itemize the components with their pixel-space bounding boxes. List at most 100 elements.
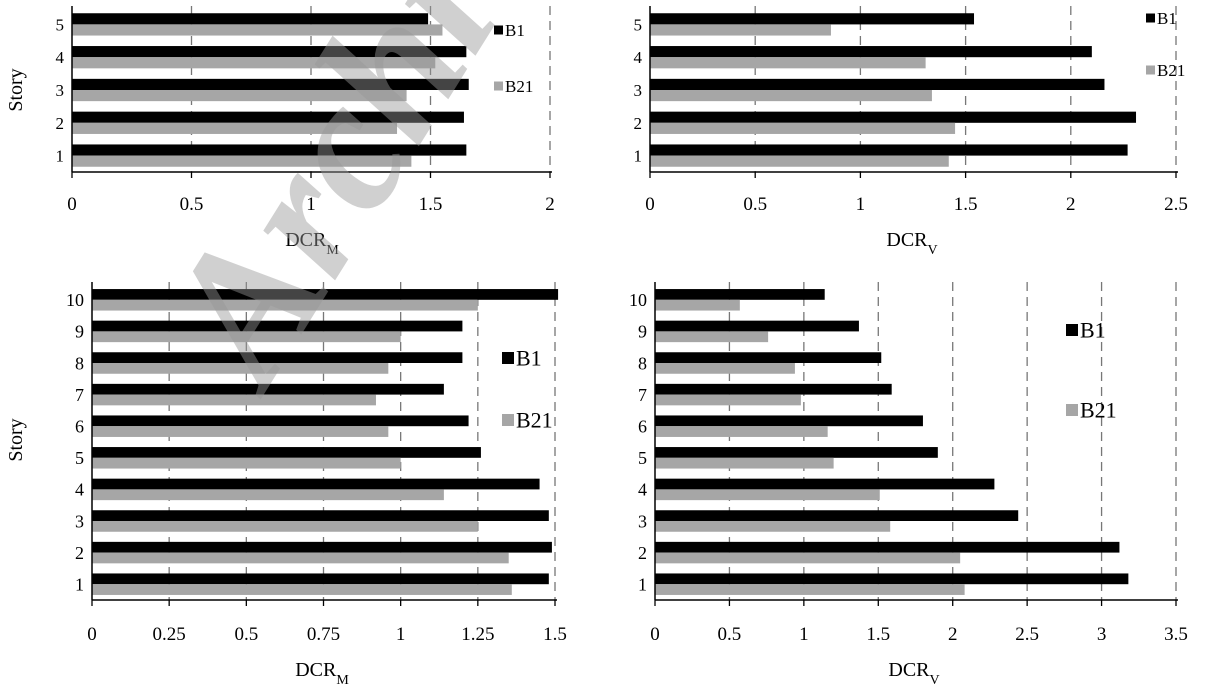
- bar-b21-story-2: [72, 122, 398, 134]
- chart-panel-4: 1 2 3 4 5 6 7 8 9 10 0 0.5 1 1.5 2 2.5 3 3.5 DCRV B1 B21: [629, 282, 1188, 688]
- y-tick-label: 1: [56, 147, 65, 166]
- bar-b1-story-6: [92, 415, 469, 427]
- bar-b1-story-7: [92, 383, 444, 395]
- x-axis-title: DCRV: [886, 229, 937, 258]
- x-axis-title: DCRM: [295, 659, 349, 688]
- bar-b21-story-6: [92, 426, 389, 437]
- x-tick-label: 0.75: [307, 624, 340, 645]
- y-tick-label: 9: [75, 322, 84, 342]
- bar-b21-story-10: [92, 299, 478, 311]
- bar-b21-story-4: [72, 57, 436, 69]
- y-tick-label: 5: [638, 448, 647, 468]
- x-tick-label: 2: [948, 624, 958, 645]
- y-tick-label: 6: [75, 417, 84, 437]
- y-tick-label: 10: [629, 290, 647, 310]
- bar-b21-story-1: [655, 584, 965, 595]
- legend-swatch-b21: [494, 81, 503, 91]
- bar-b1-story-3: [650, 78, 1105, 90]
- legend-label-b1: B1: [1157, 9, 1177, 28]
- x-tick-label: 1.5: [543, 624, 567, 645]
- x-tick-label: 2.5: [1164, 194, 1188, 215]
- x-tick-label: 2.5: [1015, 624, 1039, 645]
- legend-label-b21: B21: [1157, 61, 1185, 80]
- bar-b21-story-1: [72, 155, 412, 167]
- bar-b21-story-3: [650, 90, 932, 102]
- y-axis-title: Story: [5, 68, 27, 111]
- x-tick-label: 2: [1066, 194, 1076, 215]
- legend-swatch-b21: [1146, 65, 1155, 75]
- chart-panel-3: 1 2 3 4 5 6 7 8 9 10 0 0.25 0.5 0.75 1 1.25 1.5 DCRM Story…: [5, 282, 567, 688]
- x-tick-label: 1: [856, 194, 866, 215]
- legend-label-b21: B21: [516, 408, 553, 433]
- x-tick-label: 2: [545, 194, 555, 215]
- bar-b1-story-3: [72, 78, 469, 90]
- bar-b1-story-5: [92, 447, 481, 458]
- y-tick-label: 2: [638, 543, 647, 563]
- x-tick-label: 3.5: [1164, 624, 1188, 645]
- bar-b1-story-4: [92, 478, 540, 490]
- bar-b1-story-2: [72, 111, 464, 123]
- y-tick-label: 6: [638, 417, 647, 437]
- y-tick-label: 3: [638, 511, 647, 531]
- bar-b21-story-8: [655, 363, 795, 374]
- bar-b21-story-2: [92, 552, 509, 564]
- x-axis-title: DCRM: [285, 229, 339, 258]
- bar-b1-story-2: [655, 541, 1120, 553]
- x-tick-label: 0: [67, 194, 77, 215]
- bar-b1-story-4: [655, 478, 995, 490]
- bar-b1-story-4: [650, 46, 1092, 58]
- bar-b21-story-3: [92, 521, 478, 532]
- bar-b21-story-9: [92, 331, 401, 343]
- bar-b1-story-2: [92, 541, 552, 553]
- x-tick-label: 0.5: [180, 194, 204, 215]
- bar-b21-story-9: [655, 331, 769, 343]
- y-tick-label: 5: [634, 15, 643, 34]
- bar-b1-story-8: [655, 352, 882, 363]
- y-tick-label: 8: [75, 353, 84, 373]
- bar-b1-story-9: [92, 320, 463, 332]
- bar-b21-story-5: [655, 457, 834, 469]
- x-tick-label: 1.25: [461, 624, 494, 645]
- y-tick-label: 4: [634, 48, 643, 67]
- y-tick-label: 1: [634, 147, 643, 166]
- legend-swatch-b1: [502, 352, 514, 364]
- y-tick-label: 3: [75, 511, 84, 531]
- x-tick-label: 1.5: [419, 194, 443, 215]
- x-tick-label: 0.5: [234, 624, 258, 645]
- bar-b21-story-1: [650, 155, 949, 167]
- y-tick-label: 1: [638, 575, 647, 595]
- y-tick-label: 5: [75, 448, 84, 468]
- x-tick-label: 0: [645, 194, 655, 215]
- y-tick-label: 4: [56, 48, 65, 67]
- x-tick-label: 1: [306, 194, 316, 215]
- bar-b1-story-10: [92, 289, 559, 300]
- bar-b21-story-3: [655, 521, 891, 532]
- bar-b1-story-2: [650, 111, 1137, 123]
- x-tick-label: 3: [1097, 624, 1107, 645]
- legend-swatch-b21: [502, 414, 514, 426]
- bar-b1-story-8: [92, 352, 463, 363]
- y-tick-label: 9: [638, 322, 647, 342]
- bar-b1-story-6: [655, 415, 923, 427]
- y-tick-label: 4: [75, 480, 84, 500]
- bar-b21-story-7: [655, 394, 801, 406]
- y-tick-label: 2: [634, 114, 643, 133]
- y-tick-label: 7: [638, 385, 647, 405]
- bar-b1-story-1: [655, 573, 1129, 585]
- y-tick-label: 1: [75, 575, 84, 595]
- y-tick-label: 4: [638, 480, 647, 500]
- legend-label-b1: B1: [516, 346, 542, 371]
- x-tick-label: 1: [799, 624, 809, 645]
- x-tick-label: 1.5: [866, 624, 890, 645]
- bar-b21-story-10: [655, 299, 740, 311]
- bar-b21-story-5: [92, 457, 401, 469]
- y-tick-label: 2: [56, 114, 65, 133]
- bar-b1-story-3: [92, 510, 549, 521]
- x-tick-label: 1: [396, 624, 406, 645]
- x-tick-label: 0: [650, 624, 660, 645]
- x-tick-label: 0.5: [743, 194, 767, 215]
- y-tick-label: 5: [56, 15, 65, 34]
- bar-b1-story-7: [655, 383, 892, 395]
- bar-b1-story-3: [655, 510, 1019, 521]
